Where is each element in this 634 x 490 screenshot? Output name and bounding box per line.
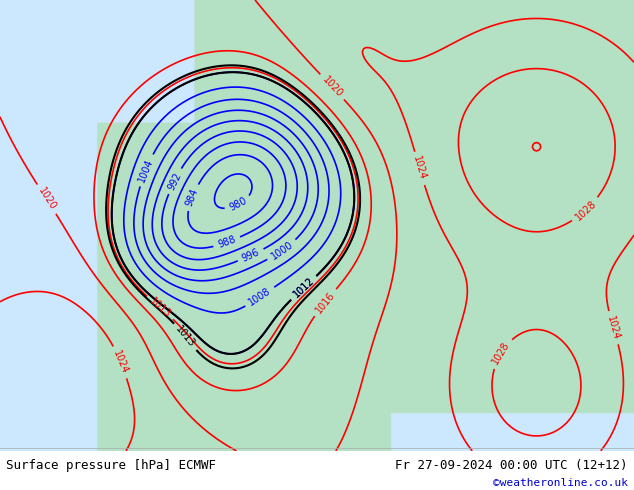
Text: 1012: 1012 [291, 276, 316, 300]
Text: 1020: 1020 [36, 186, 58, 212]
Text: 1000: 1000 [269, 239, 295, 262]
Text: 1008: 1008 [247, 286, 273, 308]
Text: 1028: 1028 [491, 340, 512, 366]
Text: 1016: 1016 [313, 290, 337, 315]
Text: 996: 996 [240, 247, 261, 264]
Text: 1013: 1013 [147, 296, 172, 319]
Text: 1012: 1012 [291, 276, 316, 300]
Text: 1013: 1013 [174, 324, 197, 349]
Text: 988: 988 [217, 234, 237, 250]
Text: 992: 992 [166, 171, 183, 192]
Text: 1020: 1020 [320, 74, 344, 99]
Text: 1024: 1024 [111, 349, 130, 375]
Text: 1024: 1024 [411, 155, 428, 182]
Text: 1024: 1024 [605, 315, 622, 341]
Text: 984: 984 [184, 187, 200, 208]
Text: Fr 27-09-2024 00:00 UTC (12+12): Fr 27-09-2024 00:00 UTC (12+12) [395, 459, 628, 472]
Text: ©weatheronline.co.uk: ©weatheronline.co.uk [493, 478, 628, 488]
Text: 1004: 1004 [137, 157, 155, 183]
Text: 1028: 1028 [573, 198, 598, 222]
Text: 980: 980 [228, 196, 249, 213]
Text: Surface pressure [hPa] ECMWF: Surface pressure [hPa] ECMWF [6, 459, 216, 472]
